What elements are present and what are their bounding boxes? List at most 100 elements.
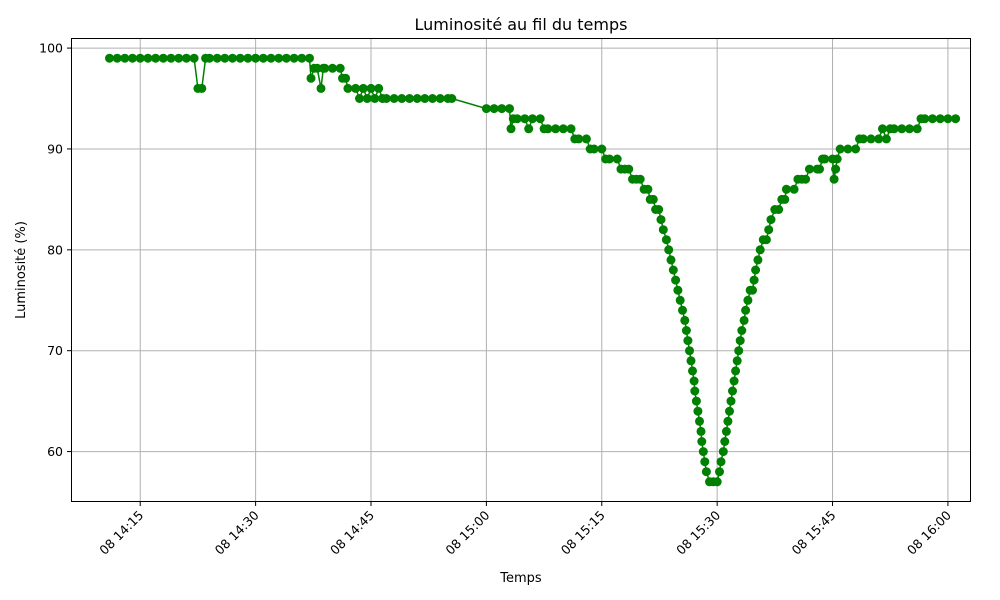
data-point [741,305,751,315]
data-point [648,194,658,204]
x-tick-label: 08 14:30 [212,507,262,557]
data-point [664,245,674,255]
data-point [723,416,733,426]
x-tick-label: 08 15:30 [673,507,723,557]
data-point [362,94,372,103]
data-point [881,134,891,144]
data-point [506,124,516,134]
data-point [497,104,507,114]
data-point [737,326,747,335]
grid [71,38,971,502]
x-tick-label: 08 14:15 [96,508,146,558]
data-point [764,225,774,235]
data-point [243,53,253,63]
x-tick-label: 08 15:15 [558,508,608,558]
data-point [274,53,284,63]
data-point [739,315,749,325]
data-point [428,94,437,103]
data-point [135,53,145,63]
data-point [728,386,737,396]
chart-title: Luminosité au fil du temps [415,15,628,34]
data-point [761,235,771,245]
data-point [658,225,668,235]
data-point [689,376,699,386]
data-point [858,134,868,144]
data-point [235,53,245,63]
y-tick-label: 70 [47,343,63,358]
data-point [700,457,710,467]
data-point [181,53,191,63]
data-point [320,63,330,73]
data-point [805,164,814,174]
data-point [696,426,706,436]
data-point [683,336,693,346]
data-point [690,386,700,396]
data-point [671,275,681,285]
data-point [520,114,530,124]
data-point [151,53,161,63]
data-point [832,154,842,164]
data-point [112,53,122,63]
data-point [220,53,230,63]
data-point [686,356,696,366]
data-point [693,406,703,416]
data-point [712,477,722,487]
data-point [228,53,237,63]
data-point [289,53,299,63]
data-point [905,124,914,134]
data-point [528,114,537,124]
data-point [405,94,414,103]
data-point [753,255,763,265]
x-axis-title: Temps [499,571,542,586]
data-point [158,53,168,63]
data-point [928,114,937,124]
data-point [743,295,753,305]
data-point [801,174,811,184]
data-point [734,346,744,356]
data-point [654,205,664,214]
data-point [695,416,704,426]
data-point [681,326,691,335]
data-point [306,73,316,83]
data-point [829,174,839,184]
data-point [912,124,922,134]
data-point [328,63,337,73]
data-point [589,144,599,154]
data-point [815,164,824,174]
data-point [951,114,961,124]
data-point [716,457,726,467]
data-point [412,94,422,103]
data-point [624,164,634,174]
data-point [389,94,399,103]
data-point [251,53,261,63]
data-point [205,53,214,63]
data-point [505,104,514,114]
data-point [366,83,376,93]
x-tick-label: 08 15:00 [442,507,492,557]
data-point [435,94,445,103]
data-point [643,184,653,194]
axis-ticks: 60 70 80 90 100 08 14:15 08 14:30 08 14:45 08 15… [39,41,954,558]
data-point [680,315,690,325]
data-point [656,215,666,225]
data-point [720,437,730,446]
data-point [718,447,728,457]
data-point [735,336,745,346]
data-point [831,164,841,174]
data-point [666,255,676,265]
data-point [612,154,622,164]
data-point [781,184,791,194]
data-point [120,53,130,63]
data-point [189,53,199,63]
data-point [691,396,701,406]
data-point [297,53,307,63]
data-point [566,124,576,134]
data-point [316,83,326,93]
data-point [420,94,430,103]
data-point [851,144,861,154]
data-point [335,63,345,73]
data-point [358,83,368,93]
data-point [866,134,876,144]
data-point [661,235,671,245]
